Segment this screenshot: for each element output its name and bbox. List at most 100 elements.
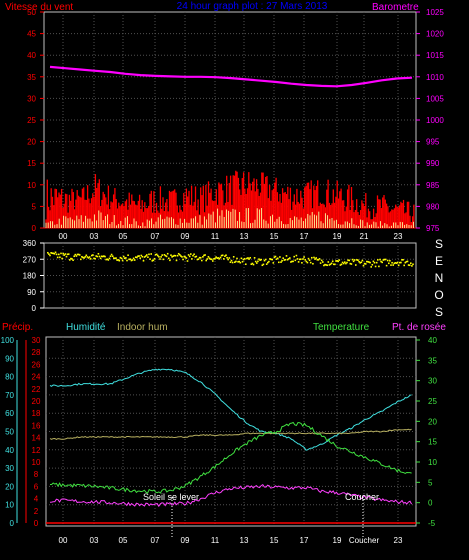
dir-point: [99, 257, 102, 260]
dir-point: [98, 255, 101, 258]
temp-x-tick-label: Coucher: [349, 536, 380, 545]
precip-tick-label: 12: [32, 446, 41, 455]
dir-point: [197, 258, 200, 260]
dir-point: [366, 260, 368, 263]
dir-point: [309, 261, 312, 264]
dir-point: [335, 260, 337, 262]
humidity-tick-label: 100: [1, 336, 15, 345]
wind-x-tick-label: 21: [360, 232, 369, 241]
temp-x-tick-label: 07: [151, 536, 160, 545]
dir-point: [225, 254, 227, 257]
dir-point: [205, 259, 207, 262]
dir-point: [150, 253, 152, 255]
temp-tick-label: 40: [428, 336, 437, 345]
dir-point: [370, 266, 372, 268]
dir-point: [390, 264, 392, 266]
dir-point: [379, 258, 381, 261]
dir-point: [59, 256, 61, 259]
dir-point: [276, 257, 279, 260]
dir-point: [352, 260, 355, 263]
dir-point: [87, 257, 90, 259]
dir-point: [350, 263, 353, 265]
temp-x-tick-label: 05: [119, 536, 128, 545]
dir-tick-label: 180: [23, 272, 37, 281]
dir-point: [361, 259, 364, 262]
baro-right-tick-label: 1000: [426, 116, 444, 125]
dir-tick-label: 0: [32, 304, 37, 313]
dir-point: [125, 257, 127, 259]
dir-point: [226, 256, 228, 259]
dir-point: [147, 256, 149, 258]
dir-point: [141, 255, 144, 258]
dir-point: [292, 260, 294, 263]
dir-point: [318, 258, 321, 260]
temp-x-tick-label: 17: [300, 536, 309, 545]
dir-point: [116, 259, 118, 261]
dir-point: [252, 263, 255, 266]
dir-point: [380, 260, 382, 263]
dir-point: [64, 253, 67, 255]
wind-x-tick-label: 00: [59, 232, 68, 241]
humidity-tick-label: 30: [5, 464, 14, 473]
precip-tick-label: 26: [32, 360, 41, 369]
dir-point: [378, 265, 380, 268]
dir-point: [300, 258, 302, 261]
dir-point: [349, 262, 352, 265]
dir-point: [91, 254, 93, 257]
dir-point: [103, 255, 105, 257]
dir-point: [358, 260, 360, 263]
dir-point: [56, 256, 59, 259]
dir-point: [110, 253, 113, 256]
humidity-tick-label: 70: [5, 391, 14, 400]
baro-axis-title: Barometre: [372, 2, 419, 13]
dir-point: [80, 258, 82, 261]
baro-right-tick-label: 995: [426, 138, 440, 147]
dir-point: [393, 262, 396, 265]
baro-right-tick-label: 990: [426, 159, 440, 168]
precip-tick-label: 18: [32, 409, 41, 418]
dir-point: [139, 257, 141, 259]
dir-point: [328, 264, 331, 266]
dir-point: [163, 254, 166, 256]
dir-point: [241, 260, 244, 263]
precip-tick-label: 24: [32, 373, 41, 382]
dir-point: [235, 260, 237, 263]
baro-right-tick-label: 1005: [426, 94, 444, 103]
wind-left-tick-label: 10: [27, 181, 36, 190]
dir-point: [212, 260, 214, 262]
dir-point: [71, 258, 73, 260]
dir-point: [172, 255, 174, 257]
dir-point: [312, 262, 314, 265]
dir-point: [322, 261, 324, 263]
dir-point: [382, 259, 385, 261]
dir-point: [329, 263, 332, 266]
dir-point: [181, 256, 183, 258]
dir-point: [268, 260, 270, 263]
dir-point: [392, 264, 394, 266]
dir-point: [213, 258, 215, 260]
dir-point: [388, 262, 390, 265]
dir-point: [360, 261, 363, 264]
dir-point: [242, 258, 245, 261]
dir-point: [331, 260, 334, 263]
dir-point: [311, 256, 313, 259]
dir-point: [248, 258, 250, 260]
dir-point: [367, 260, 369, 263]
dir-point: [207, 256, 210, 258]
dir-point: [287, 258, 290, 260]
dir-point: [402, 258, 404, 261]
dir-point: [83, 257, 85, 259]
temp-x-tick-label: 11: [211, 536, 220, 545]
precip-tick-label: 22: [32, 385, 41, 394]
chart-title: 24 hour graph plot : 27 Mars 2013: [177, 1, 328, 12]
dir-point: [89, 258, 92, 260]
dir-point: [372, 260, 375, 263]
dir-point: [269, 258, 271, 260]
dir-point: [78, 254, 81, 256]
precip-title: Précip.: [2, 322, 33, 333]
precip-tick-label: 14: [32, 434, 41, 443]
humidity-tick-label: 0: [10, 519, 15, 528]
dir-point: [405, 260, 408, 263]
dir-point: [188, 255, 191, 258]
dir-point: [104, 255, 106, 258]
